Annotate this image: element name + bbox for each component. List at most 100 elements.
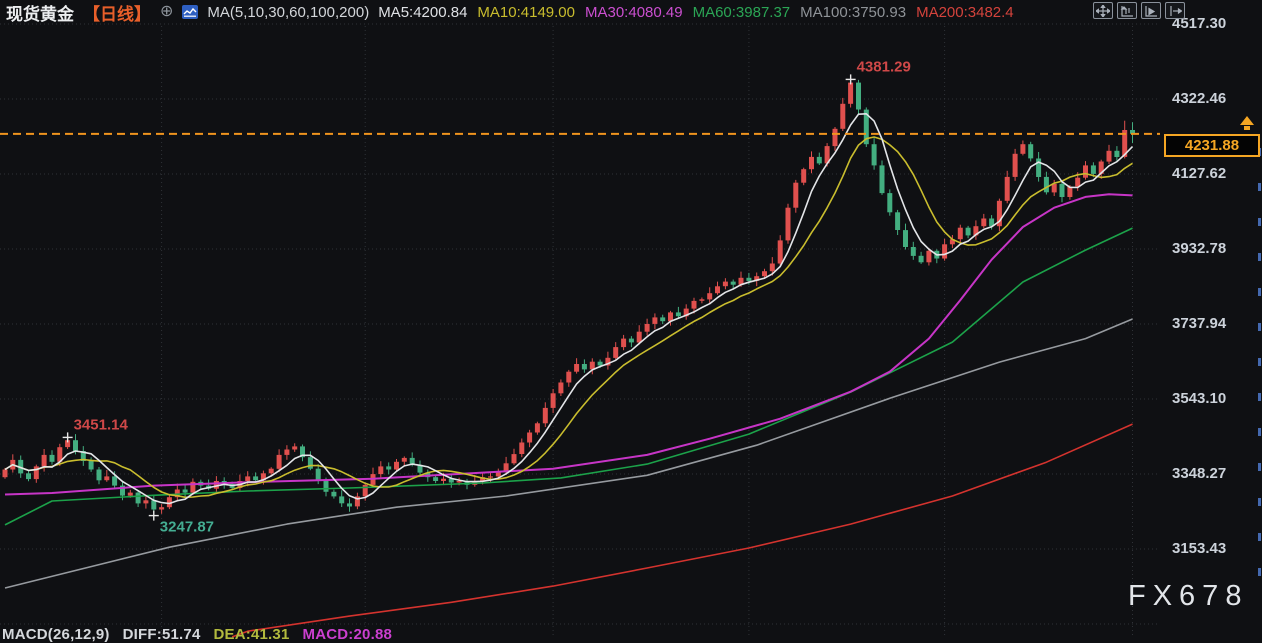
candle-body	[394, 461, 399, 470]
candle-body	[628, 338, 634, 343]
candle-body	[1090, 165, 1096, 174]
candle-body	[18, 459, 24, 474]
ma-line-ma200	[231, 423, 1133, 638]
candle-body	[33, 466, 39, 480]
macd-dea-value: DEA:41.31	[213, 626, 290, 643]
move-crosshair-icon[interactable]	[1093, 2, 1113, 19]
candle-body	[488, 476, 493, 478]
macd-settings-label[interactable]: MACD(26,12,9)	[2, 626, 110, 643]
candle-body	[895, 212, 901, 230]
candle-body	[409, 457, 415, 465]
candle-body	[339, 496, 345, 504]
candle-body	[1075, 177, 1081, 187]
y-axis-label: 4517.30	[1172, 15, 1227, 32]
period-selector[interactable]: 【日线】	[83, 4, 151, 24]
candle-body	[848, 82, 854, 104]
candle-body	[566, 371, 572, 383]
candle-body	[534, 423, 540, 433]
candle-body	[88, 461, 94, 470]
candle-body	[621, 338, 627, 348]
add-indicator-icon[interactable]: ⊕	[160, 3, 174, 20]
clipped-text-fragment	[1258, 358, 1261, 366]
candle-body	[652, 317, 658, 324]
last-price-value: 4231.88	[1184, 137, 1240, 154]
fit-chart-icon[interactable]	[1117, 2, 1137, 19]
candle-body	[769, 263, 775, 272]
candle-body	[65, 440, 71, 448]
candle-body	[754, 276, 760, 281]
chart-badge-icon[interactable]	[182, 5, 199, 19]
clipped-text-fragment	[1258, 288, 1261, 296]
candle-body	[503, 463, 509, 471]
candle-body	[104, 476, 110, 481]
candle-body	[527, 432, 533, 443]
candle-body	[190, 481, 196, 493]
candle-body	[668, 312, 673, 322]
candle-body	[879, 165, 885, 194]
candle-body	[127, 492, 133, 496]
candle-body	[245, 476, 251, 481]
candle-body	[433, 477, 439, 481]
clipped-text-fragment	[1258, 533, 1261, 541]
candle-body	[887, 193, 893, 213]
candle-body	[112, 476, 118, 486]
candle-body	[354, 496, 360, 507]
candle-body	[715, 286, 720, 294]
candle-body	[730, 281, 736, 285]
candle-body	[589, 361, 595, 370]
candle-body	[840, 103, 846, 129]
price-annotation: 4381.29	[857, 58, 911, 75]
go-to-latest-icon[interactable]	[1141, 2, 1161, 19]
candle-body	[1122, 130, 1128, 157]
candle-body	[284, 449, 290, 455]
clipped-text-fragment	[1258, 253, 1261, 261]
candle-body	[135, 492, 141, 504]
candle-body	[143, 500, 149, 504]
candle-body	[738, 277, 744, 285]
y-axis-label: 3737.94	[1172, 315, 1227, 332]
y-axis-label: 3932.78	[1172, 240, 1227, 257]
candle-body	[1114, 150, 1120, 157]
candle-body	[260, 473, 266, 481]
candle-body	[182, 489, 188, 493]
collapse-panel-icon[interactable]	[1165, 2, 1185, 19]
candle-body	[362, 484, 368, 497]
candle-body	[1106, 150, 1112, 162]
ma-legend-value: MA200:3482.4	[916, 3, 1014, 21]
ma-values: MA5:4200.84 MA10:4149.00 MA30:4080.49 MA60:…	[378, 4, 1013, 21]
ma-legend-value: MA30:4080.49	[585, 3, 683, 21]
candle-body	[49, 454, 55, 462]
candle-body	[824, 146, 830, 164]
candle-body	[1130, 130, 1135, 134]
candle-body	[1067, 186, 1073, 197]
candle-body	[417, 464, 423, 473]
candle-body	[323, 481, 329, 492]
candle-body	[1020, 144, 1026, 154]
macd-diff-value: DIFF:51.74	[122, 626, 201, 643]
candle-body	[519, 442, 525, 454]
candle-body	[942, 244, 948, 259]
candle-body	[691, 300, 697, 309]
candle-body	[675, 312, 681, 317]
ma-settings-label[interactable]: MA(5,10,30,60,100,200)	[207, 3, 370, 21]
candle-body	[746, 277, 752, 281]
candle-body	[605, 357, 611, 366]
candle-body	[347, 503, 352, 507]
candle-body	[511, 454, 517, 464]
candle-body	[80, 451, 86, 461]
candle-body	[926, 250, 932, 263]
candle-body	[120, 485, 125, 496]
candle-body	[636, 331, 642, 343]
ma-line-ma5	[4, 113, 1134, 505]
candle-body	[213, 481, 219, 489]
candle-body	[910, 247, 916, 256]
candle-body	[793, 182, 799, 208]
candle-body	[683, 308, 689, 317]
candle-body	[2, 469, 8, 478]
ma-line-ma100	[4, 318, 1133, 589]
candle-body	[558, 382, 564, 394]
candle-body	[574, 364, 580, 372]
clipped-text-fragment	[1258, 183, 1261, 191]
